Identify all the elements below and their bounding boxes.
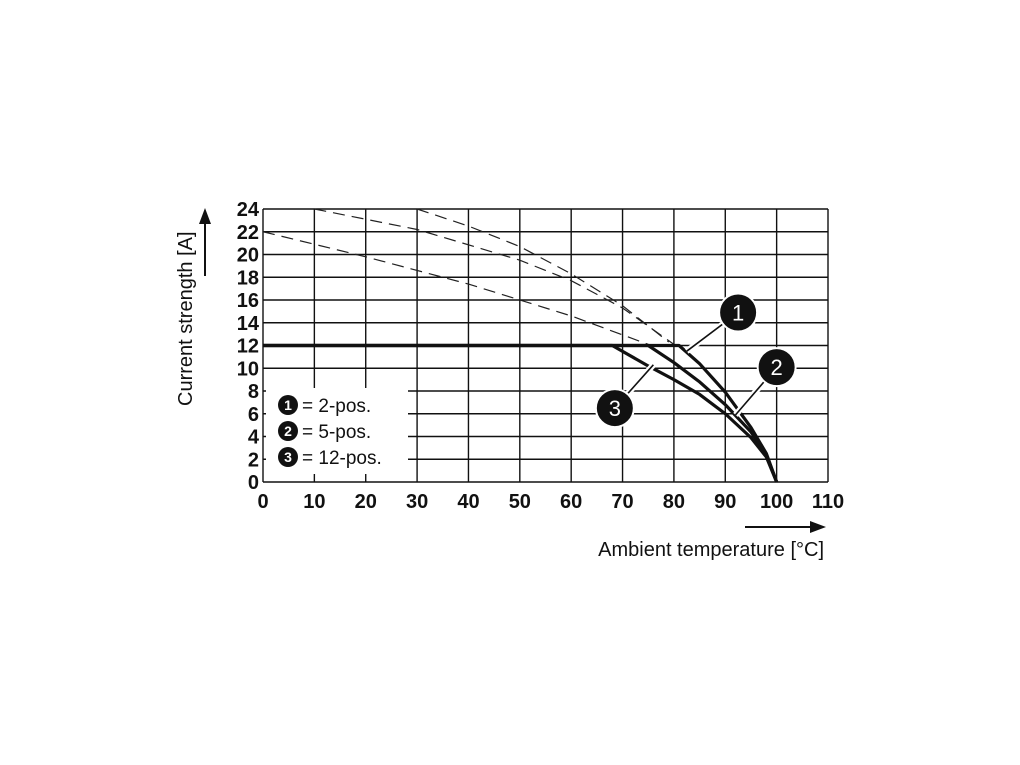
x-tick-label: 30 bbox=[406, 491, 428, 513]
y-tick-label: 20 bbox=[237, 245, 259, 267]
series-lines bbox=[263, 343, 779, 483]
x-tick-label: 40 bbox=[457, 491, 479, 513]
legend-label: = 5-pos. bbox=[302, 422, 371, 443]
callout-marker-1 bbox=[718, 292, 759, 333]
x-tick-label: 50 bbox=[509, 491, 531, 513]
x-tick-label: 110 bbox=[812, 491, 844, 513]
callout-number: 1 bbox=[732, 301, 744, 326]
dashed-line bbox=[314, 208, 675, 345]
y-tick-label: 0 bbox=[248, 472, 259, 494]
x-axis-label: Ambient temperature [°C] bbox=[598, 539, 824, 561]
x-tick-label: 70 bbox=[611, 491, 633, 513]
callout-number: 2 bbox=[771, 355, 783, 380]
legend-label: = 2-pos. bbox=[302, 396, 371, 417]
legend-marker-1 bbox=[278, 395, 298, 415]
x-tick-label: 60 bbox=[560, 491, 582, 513]
dashed-line bbox=[416, 208, 670, 343]
y-tick-label: 14 bbox=[237, 313, 260, 335]
y-tick-label: 16 bbox=[237, 290, 259, 312]
x-axis-arrow bbox=[745, 521, 826, 533]
x-tick-label: 90 bbox=[714, 491, 736, 513]
legend-marker-number: 1 bbox=[284, 397, 292, 413]
legend-label: = 12-pos. bbox=[302, 448, 382, 469]
y-tick-label: 6 bbox=[248, 404, 259, 426]
legend-marker-3 bbox=[278, 447, 298, 467]
callout-number: 3 bbox=[609, 396, 621, 421]
dashed-line bbox=[262, 231, 649, 345]
legend-marker-number: 3 bbox=[284, 449, 292, 465]
legend: 1 = 2-pos. 2 = 5-pos. 3 = 12-pos. bbox=[266, 388, 408, 474]
x-tick-label: 10 bbox=[303, 491, 325, 513]
y-tick-label: 12 bbox=[237, 336, 259, 358]
y-tick-label: 10 bbox=[237, 358, 259, 380]
series-line-2 bbox=[263, 343, 779, 483]
y-tick-label: 24 bbox=[237, 199, 260, 221]
x-tick-label: 80 bbox=[663, 491, 685, 513]
x-tick-label: 20 bbox=[355, 491, 377, 513]
series-line-3 bbox=[263, 343, 779, 483]
y-tick-label: 2 bbox=[248, 449, 259, 471]
y-tick-label: 18 bbox=[237, 267, 259, 289]
callouts: 1 2 3 bbox=[594, 292, 797, 429]
x-tick-label: 100 bbox=[760, 491, 793, 513]
y-axis-label: Current strength [A] bbox=[175, 231, 197, 406]
y-tick-label: 4 bbox=[248, 427, 260, 449]
y-tick-label: 8 bbox=[248, 381, 259, 403]
x-tick-labels: 0 10 20 30 40 50 60 70 80 90 100 110 bbox=[257, 491, 844, 513]
y-axis-arrow bbox=[199, 208, 211, 276]
y-tick-label: 22 bbox=[237, 222, 259, 244]
grid bbox=[262, 208, 829, 483]
callout-marker-2 bbox=[756, 347, 797, 388]
legend-marker-number: 2 bbox=[284, 423, 292, 439]
legend-marker-2 bbox=[278, 421, 298, 441]
x-tick-label: 0 bbox=[257, 491, 268, 513]
dashed-reference-lines bbox=[262, 208, 675, 345]
callout-marker-3 bbox=[594, 388, 635, 429]
